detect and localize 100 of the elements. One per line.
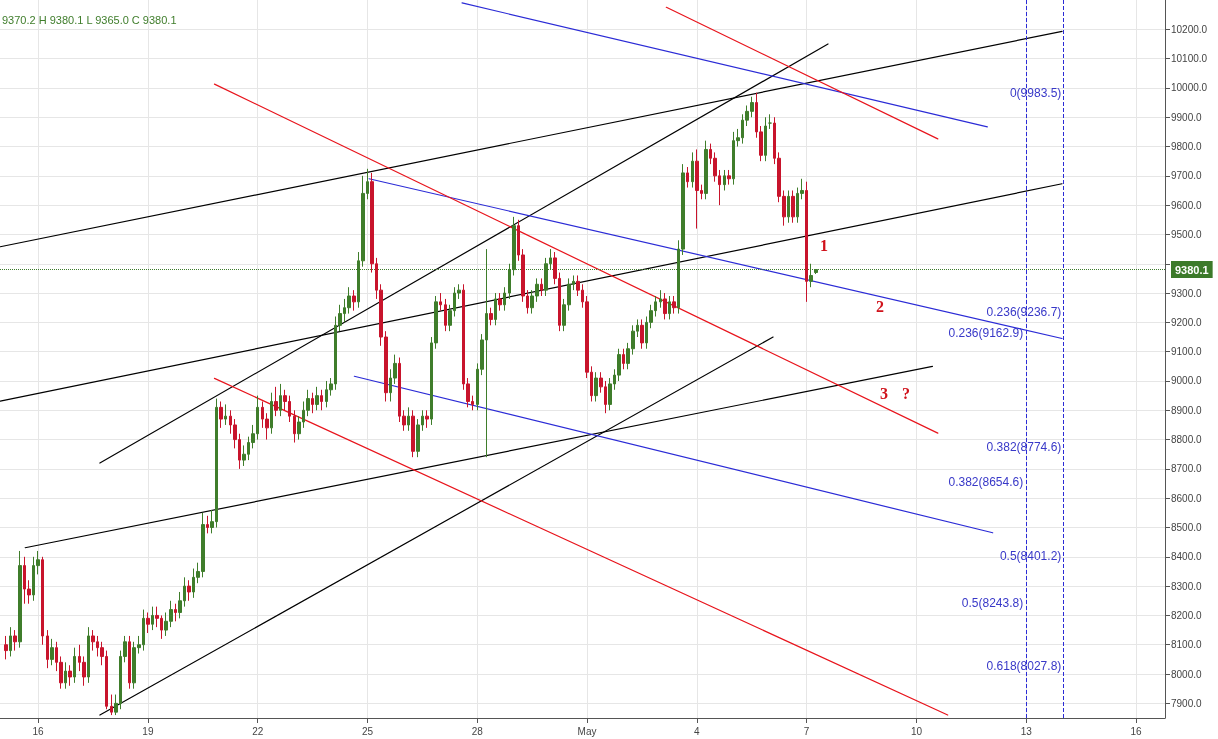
candlestick bbox=[87, 626, 90, 684]
candlestick bbox=[663, 292, 667, 320]
candlestick bbox=[723, 169, 726, 191]
candlestick bbox=[439, 292, 442, 312]
x-tick-label: 16 bbox=[1130, 725, 1143, 737]
candlestick bbox=[805, 181, 808, 303]
y-tick-label: 8000.0 bbox=[1171, 668, 1203, 680]
candlestick bbox=[791, 189, 795, 224]
candlestick bbox=[18, 550, 22, 649]
annotation: 0.382(8774.6) bbox=[986, 440, 1062, 455]
annotation: 1 bbox=[820, 236, 828, 254]
x-tick-label: 4 bbox=[694, 725, 701, 737]
annotation: 0.236(9162.9) bbox=[948, 326, 1024, 341]
candlestick bbox=[128, 635, 131, 690]
candlestick bbox=[352, 289, 356, 312]
y-tick-label: 10100.0 bbox=[1171, 53, 1208, 65]
annotation: 0.5(8401.2) bbox=[999, 549, 1062, 564]
candlestick bbox=[686, 166, 689, 189]
y-tick-label: 9300.0 bbox=[1171, 287, 1203, 299]
candlestick bbox=[270, 392, 273, 435]
candlestick bbox=[46, 629, 49, 669]
annotation: 2 bbox=[876, 297, 884, 315]
candlestick bbox=[174, 603, 177, 622]
y-tick-label: 7900.0 bbox=[1171, 697, 1203, 709]
candlestick bbox=[151, 606, 154, 631]
candlestick bbox=[206, 515, 209, 534]
candlestick bbox=[787, 189, 790, 224]
y-tick-label: 8900.0 bbox=[1171, 404, 1203, 416]
candlestick bbox=[9, 626, 12, 657]
y-tick-label: 10200.0 bbox=[1171, 23, 1208, 35]
candlestick bbox=[73, 647, 76, 684]
y-tick-label: 8300.0 bbox=[1171, 580, 1203, 592]
candlestick bbox=[50, 638, 54, 666]
annotation: 0(9983.5) bbox=[1009, 85, 1062, 100]
candlestick bbox=[695, 148, 699, 230]
candlestick bbox=[498, 292, 502, 312]
x-tick-label: May bbox=[577, 725, 597, 737]
candlestick bbox=[444, 298, 447, 332]
candlestick bbox=[293, 409, 296, 444]
y-tick-label: 8800.0 bbox=[1171, 434, 1203, 446]
candlestick bbox=[279, 383, 282, 417]
y-tick-label: 8500.0 bbox=[1171, 522, 1203, 534]
x-tick-label: 16 bbox=[32, 725, 45, 737]
candlestick bbox=[4, 635, 8, 660]
candlestick bbox=[540, 277, 543, 297]
candlestick bbox=[704, 140, 708, 200]
candlestick bbox=[315, 386, 319, 411]
y-tick-label: 9200.0 bbox=[1171, 316, 1203, 328]
candlestick bbox=[311, 392, 314, 414]
annotation: 0.382(8654.6) bbox=[948, 475, 1024, 490]
candlestick bbox=[503, 286, 506, 312]
candlestick bbox=[110, 694, 113, 716]
candlestick bbox=[672, 295, 676, 315]
y-tick-label: 8700.0 bbox=[1171, 463, 1203, 475]
candlestick bbox=[425, 409, 429, 429]
x-tick-label: 7 bbox=[803, 725, 810, 737]
candlestick bbox=[727, 169, 731, 186]
y-tick-label: 8400.0 bbox=[1171, 551, 1203, 563]
candlestick bbox=[659, 289, 662, 309]
candlestick bbox=[224, 403, 227, 426]
x-tick-label: 19 bbox=[142, 725, 154, 737]
candlestick bbox=[274, 386, 278, 417]
candlestick bbox=[411, 409, 415, 458]
x-tick-label: 13 bbox=[1020, 725, 1033, 737]
annotation: ? bbox=[902, 384, 910, 402]
y-tick-label: 10000.0 bbox=[1171, 82, 1208, 94]
annotation: 0.618(8027.8) bbox=[986, 658, 1062, 673]
candlestick bbox=[407, 406, 410, 432]
candlestick bbox=[219, 400, 223, 429]
y-tick-label: 9700.0 bbox=[1171, 170, 1203, 182]
ref-line-label: 9380.1 bbox=[1175, 263, 1209, 276]
annotation: 3 bbox=[880, 384, 888, 402]
candlestick bbox=[64, 661, 67, 690]
x-tick-label: 25 bbox=[361, 725, 374, 737]
candlestick bbox=[91, 629, 95, 652]
y-tick-label: 9100.0 bbox=[1171, 346, 1203, 358]
y-tick-label: 8100.0 bbox=[1171, 639, 1203, 651]
y-tick-label: 9800.0 bbox=[1171, 141, 1203, 153]
candlestick bbox=[320, 389, 323, 411]
candlestick bbox=[494, 292, 497, 326]
x-tick-label: 10 bbox=[910, 725, 923, 737]
y-tick-label: 9500.0 bbox=[1171, 228, 1203, 240]
candlestick bbox=[594, 371, 598, 402]
y-tick-label: 8600.0 bbox=[1171, 492, 1203, 504]
y-tick-label: 8200.0 bbox=[1171, 609, 1203, 621]
candlestick bbox=[691, 151, 694, 189]
y-tick-label: 9000.0 bbox=[1171, 375, 1203, 387]
annotation: 0.236(9236.7) bbox=[986, 304, 1062, 319]
y-tick-label: 9900.0 bbox=[1171, 111, 1203, 123]
candlestick bbox=[489, 307, 493, 326]
candlestick bbox=[187, 579, 191, 602]
x-tick-label: 28 bbox=[471, 725, 484, 737]
annotation: 0.5(8243.8) bbox=[961, 595, 1024, 610]
candlestick bbox=[768, 113, 772, 130]
y-tick-label: 9600.0 bbox=[1171, 199, 1203, 211]
candlestick bbox=[622, 348, 625, 370]
candlestick bbox=[668, 295, 671, 320]
candlestick bbox=[68, 664, 72, 687]
candlestick bbox=[640, 318, 644, 350]
annotation: 9370.2 H 9380.1 L 9365.0 C 9380.1 bbox=[2, 13, 177, 26]
